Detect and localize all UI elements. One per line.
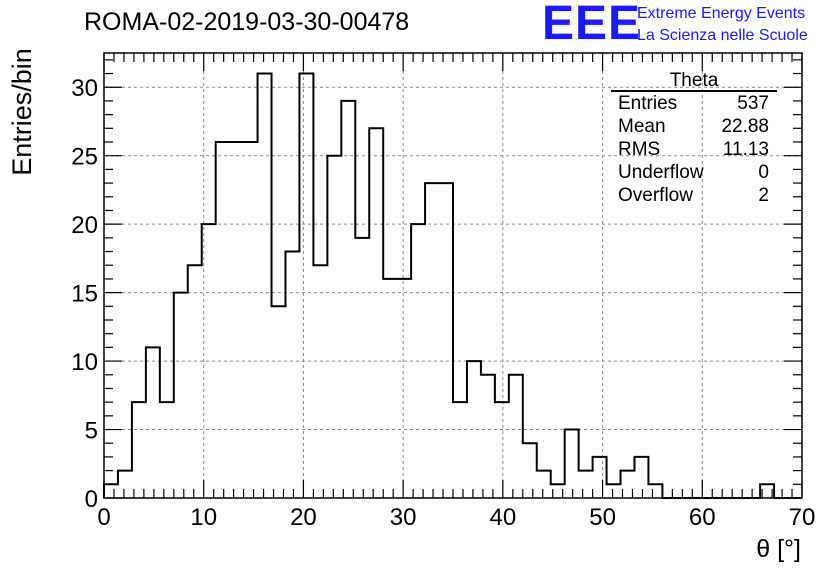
stats-row-rms: RMS 11.13 xyxy=(611,138,777,161)
x-tick-label: 10 xyxy=(190,504,217,531)
stats-row-entries: Entries 537 xyxy=(611,92,777,115)
stats-value: 11.13 xyxy=(722,139,769,160)
x-tick-label: 60 xyxy=(689,504,716,531)
eee-logo: EEE xyxy=(542,0,642,50)
stats-value: 0 xyxy=(758,162,769,183)
x-tick-label: 30 xyxy=(390,504,417,531)
axis-ticks xyxy=(103,53,803,499)
y-tick-label: 0 xyxy=(85,486,98,513)
stats-label: Overflow xyxy=(618,185,693,206)
x-tick-label: 0 xyxy=(97,504,110,531)
stats-box-title: Theta xyxy=(611,70,777,92)
stats-value: 537 xyxy=(737,93,769,114)
x-tick-label: 70 xyxy=(789,504,816,531)
stats-label: Entries xyxy=(618,93,678,114)
x-tick-label: 20 xyxy=(290,504,317,531)
y-tick-label: 5 xyxy=(85,418,98,445)
run-title: ROMA-02-2019-03-30-00478 xyxy=(84,8,410,36)
logo-caption: Extreme Energy Events La Scienza nelle S… xyxy=(637,3,808,47)
y-tick-label: 20 xyxy=(71,212,98,239)
stats-value: 22.88 xyxy=(721,116,769,137)
y-axis-label: Entries/bin xyxy=(7,48,37,176)
logo-caption-line2: La Scienza nelle Scuole xyxy=(637,27,808,44)
y-tick-label: 10 xyxy=(71,349,98,376)
stats-label: RMS xyxy=(618,139,661,160)
stats-row-underflow: Underflow 0 xyxy=(611,161,777,184)
logo-caption-line1: Extreme Energy Events xyxy=(637,5,806,22)
stats-box: Theta Entries 537 Mean 22.88 RMS 11.13 U… xyxy=(611,70,777,207)
y-tick-label: 30 xyxy=(71,75,98,102)
x-tick-label: 50 xyxy=(589,504,616,531)
stats-label: Mean xyxy=(618,116,666,137)
x-tick-label: 40 xyxy=(490,504,517,531)
y-tick-label: 25 xyxy=(71,144,98,171)
histogram-outline xyxy=(103,72,802,499)
x-axis-label: θ [°] xyxy=(756,535,801,563)
stats-row-mean: Mean 22.88 xyxy=(611,115,777,138)
stats-row-overflow: Overflow 2 xyxy=(611,184,777,207)
y-tick-label: 15 xyxy=(71,281,98,308)
stats-label: Underflow xyxy=(618,162,704,183)
stats-value: 2 xyxy=(758,185,769,206)
